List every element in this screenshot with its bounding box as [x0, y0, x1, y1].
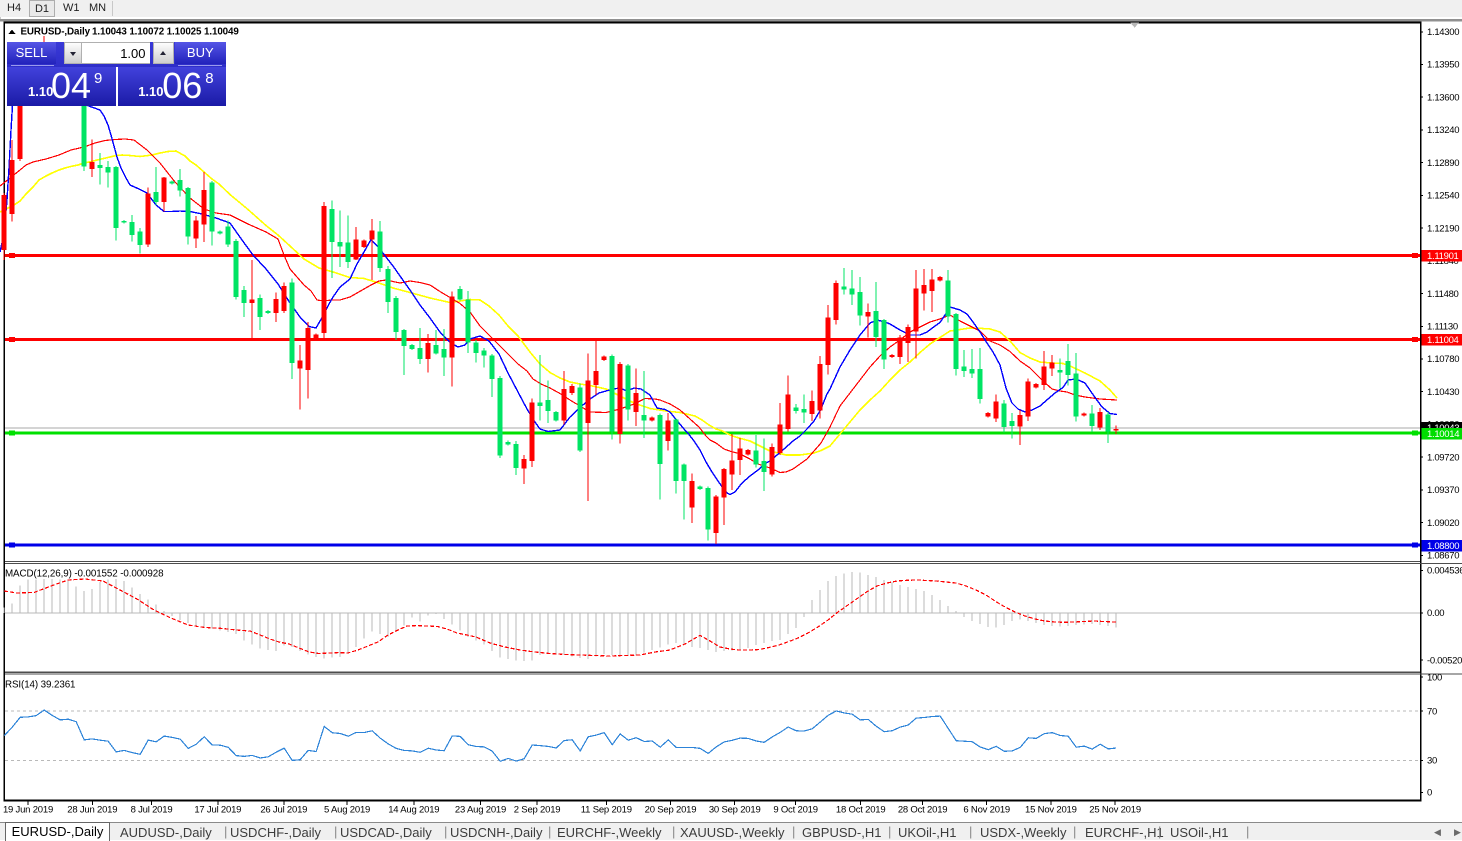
svg-text:1.12890: 1.12890 — [1427, 158, 1459, 169]
svg-text:1.10043 1.10072 1.10025 1.1004: 1.10043 1.10072 1.10025 1.10049 — [92, 26, 239, 37]
svg-text:6 Nov 2019: 6 Nov 2019 — [963, 805, 1010, 816]
svg-text:100: 100 — [1427, 672, 1442, 683]
svg-text:25 Nov 2019: 25 Nov 2019 — [1089, 805, 1141, 816]
svg-text:RSI(14) 39.2361: RSI(14) 39.2361 — [5, 680, 75, 691]
svg-text:1.08800: 1.08800 — [1427, 541, 1459, 552]
svg-text:1.09720: 1.09720 — [1427, 452, 1459, 463]
svg-text:1.09020: 1.09020 — [1427, 518, 1459, 529]
svg-text:17 Jul 2019: 17 Jul 2019 — [194, 805, 241, 816]
svg-text:0: 0 — [1427, 788, 1432, 799]
svg-text:18 Oct 2019: 18 Oct 2019 — [836, 805, 886, 816]
svg-text:5 Aug 2019: 5 Aug 2019 — [324, 805, 370, 816]
svg-text:28 Jun 2019: 28 Jun 2019 — [67, 805, 117, 816]
svg-text:MACD(12,26,9) -0.001552 -0.000: MACD(12,26,9) -0.001552 -0.000928 — [5, 569, 164, 580]
svg-text:1.12190: 1.12190 — [1427, 223, 1459, 234]
svg-text:30: 30 — [1427, 756, 1437, 767]
svg-text:11 Sep 2019: 11 Sep 2019 — [581, 805, 632, 816]
svg-text:70: 70 — [1427, 706, 1437, 717]
svg-text:1.11840: 1.11840 — [1427, 256, 1459, 267]
svg-text:1.13600: 1.13600 — [1427, 92, 1459, 103]
svg-text:8 Jul 2019: 8 Jul 2019 — [131, 805, 173, 816]
svg-text:-0.005205: -0.005205 — [1427, 655, 1462, 666]
svg-text:1.11004: 1.11004 — [1427, 335, 1459, 346]
svg-text:1.09370: 1.09370 — [1427, 485, 1459, 496]
svg-text:23 Aug 2019: 23 Aug 2019 — [455, 805, 506, 816]
svg-text:14 Aug 2019: 14 Aug 2019 — [388, 805, 439, 816]
svg-text:2 Sep 2019: 2 Sep 2019 — [514, 805, 561, 816]
svg-text:1.13950: 1.13950 — [1427, 60, 1459, 71]
svg-text:26 Jul 2019: 26 Jul 2019 — [260, 805, 307, 816]
svg-text:19 Jun 2019: 19 Jun 2019 — [3, 805, 53, 816]
svg-text:20 Sep 2019: 20 Sep 2019 — [645, 805, 697, 816]
svg-text:1.08670: 1.08670 — [1427, 551, 1459, 562]
svg-text:28 Oct 2019: 28 Oct 2019 — [898, 805, 948, 816]
svg-text:1.10430: 1.10430 — [1427, 387, 1459, 398]
svg-text:1.11480: 1.11480 — [1427, 289, 1459, 300]
svg-text:0.004536: 0.004536 — [1427, 566, 1462, 577]
svg-text:1.13240: 1.13240 — [1427, 125, 1459, 136]
svg-text:1.12540: 1.12540 — [1427, 191, 1459, 202]
svg-text:1.11901: 1.11901 — [1427, 251, 1459, 262]
svg-text:30 Sep 2019: 30 Sep 2019 — [709, 805, 761, 816]
svg-text:9 Oct 2019: 9 Oct 2019 — [773, 805, 817, 816]
svg-text:0.00: 0.00 — [1427, 608, 1444, 619]
svg-text:EURUSD-,Daily: EURUSD-,Daily — [21, 26, 91, 37]
svg-text:1.10780: 1.10780 — [1427, 354, 1459, 365]
svg-text:15 Nov 2019: 15 Nov 2019 — [1025, 805, 1077, 816]
svg-text:1.11130: 1.11130 — [1427, 322, 1458, 333]
svg-text:1.14300: 1.14300 — [1427, 27, 1459, 38]
svg-text:1.10014: 1.10014 — [1427, 429, 1459, 440]
